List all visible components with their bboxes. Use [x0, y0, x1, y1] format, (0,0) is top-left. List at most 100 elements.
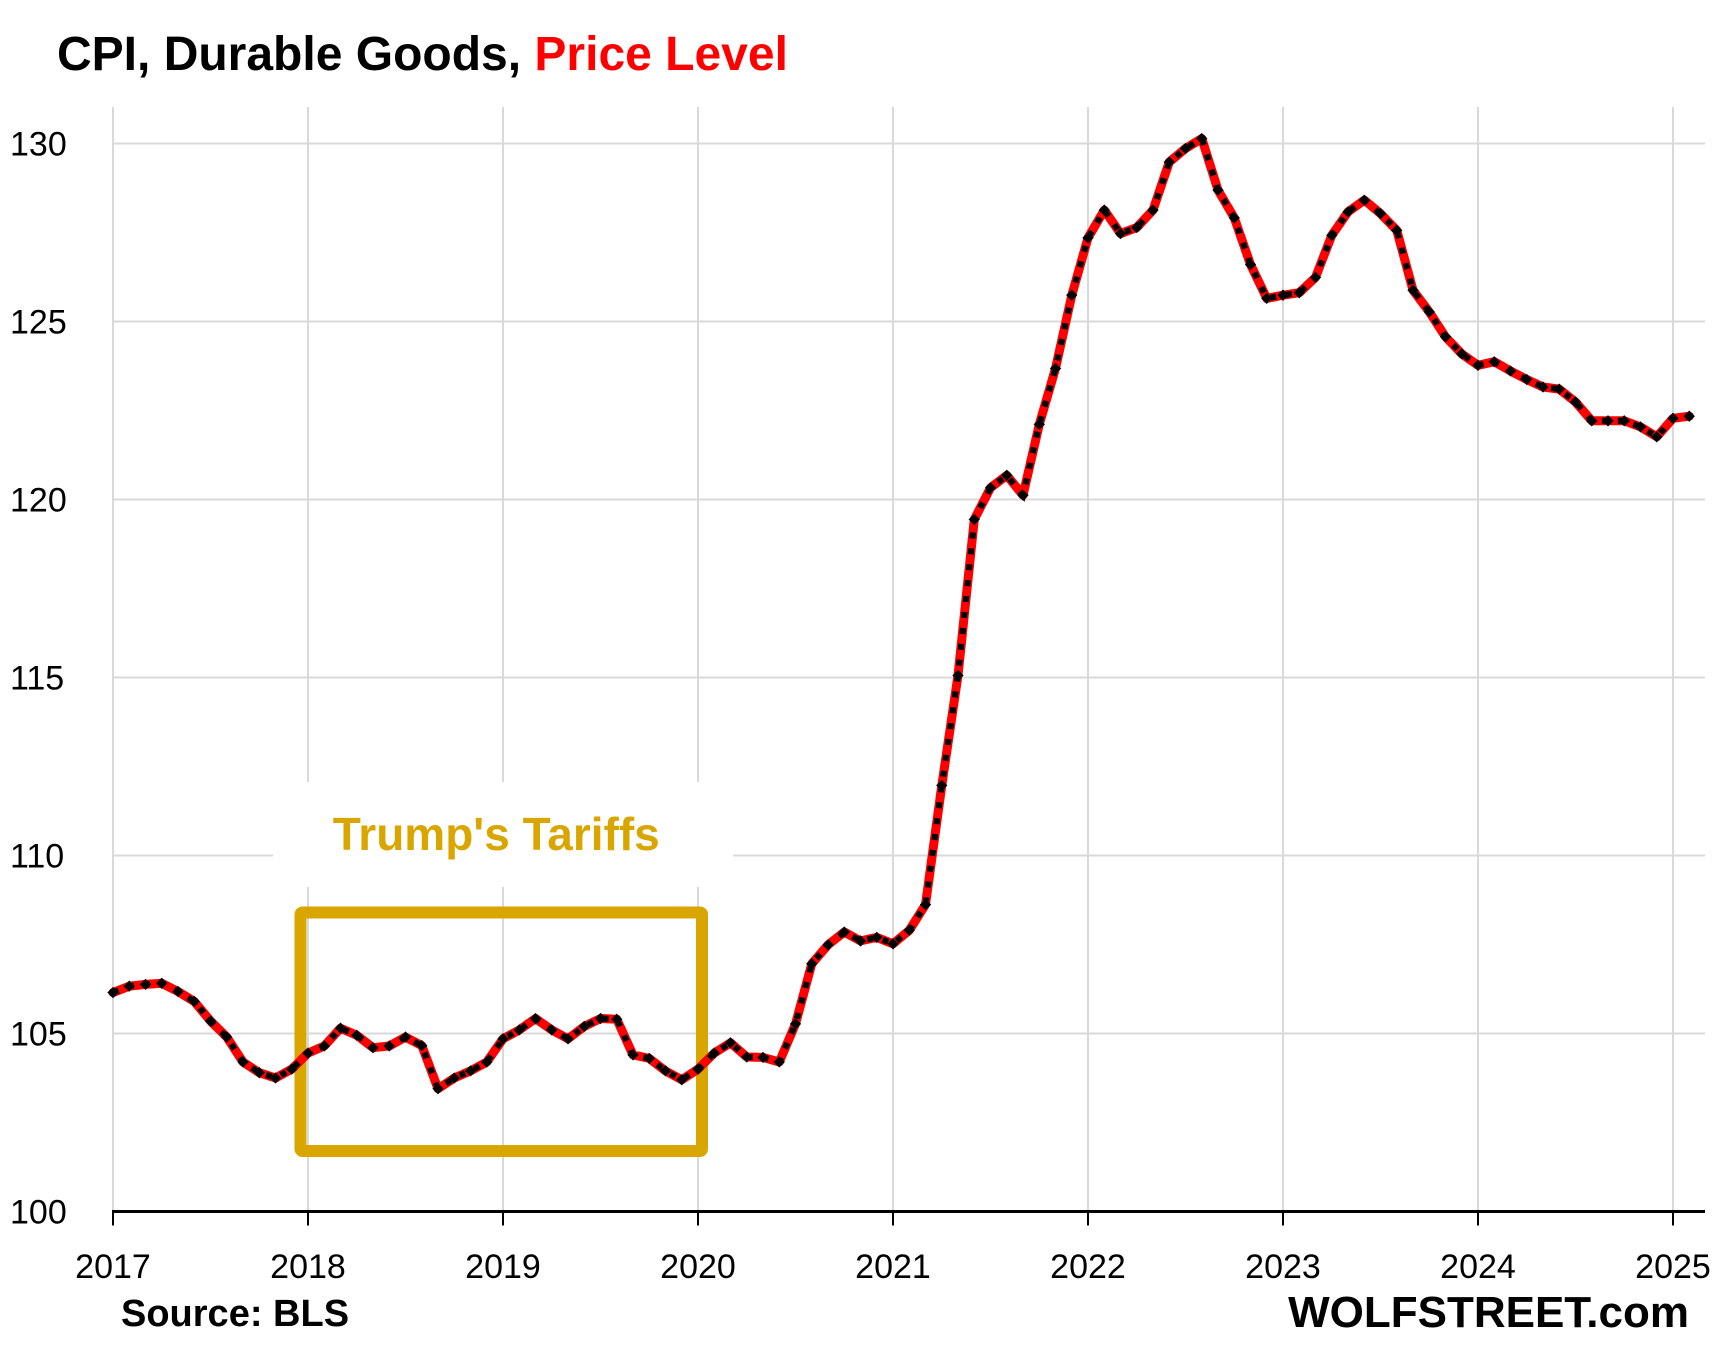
annotation-label: Trump's Tariffs	[333, 808, 660, 860]
data-point	[1179, 142, 1192, 155]
data-point	[464, 1065, 477, 1077]
data-point	[1098, 204, 1110, 216]
data-point	[1439, 331, 1452, 343]
data-point	[1456, 348, 1468, 360]
data-point	[627, 1049, 639, 1061]
x-tick-label: 2021	[855, 1248, 931, 1286]
data-point	[968, 513, 980, 526]
data-point	[367, 1042, 379, 1054]
data-point	[643, 1052, 655, 1065]
data-point	[919, 898, 932, 911]
data-point	[1504, 365, 1517, 377]
x-tick-label: 2025	[1635, 1248, 1711, 1286]
data-point	[578, 1020, 590, 1033]
data-point	[318, 1040, 330, 1052]
x-tick-label: 2023	[1245, 1248, 1321, 1286]
chart-title-highlight: Price Level	[534, 28, 788, 81]
data-point	[481, 1056, 493, 1068]
data-point	[1553, 383, 1565, 395]
data-point	[1131, 221, 1143, 234]
data-point	[1667, 412, 1679, 424]
data-point	[188, 995, 200, 1008]
chart-title-main: CPI, Durable Goods,	[57, 28, 534, 81]
data-point	[1309, 271, 1322, 284]
data-point	[562, 1033, 574, 1045]
y-tick-label: 130	[10, 126, 67, 164]
data-point	[1017, 489, 1029, 501]
x-tick-label: 2018	[270, 1248, 346, 1286]
data-point	[773, 1056, 785, 1068]
x-tick-label: 2019	[465, 1248, 541, 1286]
data-point	[984, 482, 997, 494]
x-tick-label: 2017	[75, 1248, 151, 1286]
data-point	[1196, 132, 1208, 145]
data-point	[724, 1037, 737, 1049]
data-point	[1277, 289, 1289, 301]
data-point	[1147, 204, 1159, 216]
data-point	[334, 1022, 347, 1034]
data-point	[497, 1033, 509, 1045]
data-point	[237, 1056, 249, 1068]
data-point	[1293, 287, 1305, 299]
data-point	[1521, 373, 1533, 386]
data-point	[1326, 229, 1338, 242]
y-tick-label: 110	[10, 838, 64, 876]
annotation-box	[294, 906, 708, 1157]
data-point	[1423, 306, 1435, 318]
x-axis: 2017 2018 2019 2020 2021 2022 2023 2024 2025	[75, 1210, 1711, 1286]
data-point	[692, 1063, 704, 1075]
y-tick-label: 125	[10, 304, 67, 342]
data-point	[887, 938, 899, 950]
annotation-label-background	[273, 782, 733, 887]
data-point	[594, 1012, 607, 1025]
data-point	[399, 1031, 412, 1043]
x-tick-label: 2024	[1440, 1248, 1516, 1286]
x-tick-label: 2020	[660, 1248, 736, 1286]
y-tick-label: 115	[10, 660, 64, 698]
data-point	[1391, 224, 1403, 237]
data-point	[1163, 156, 1175, 168]
data-point	[448, 1072, 460, 1084]
y-tick-label: 105	[10, 1016, 67, 1054]
data-point	[1342, 206, 1354, 218]
data-point	[416, 1039, 428, 1052]
data-point	[1114, 227, 1127, 240]
data-point	[1683, 410, 1695, 422]
data-point	[1261, 292, 1273, 305]
y-tick-label: 120	[10, 482, 67, 520]
data-point	[302, 1047, 314, 1059]
data-point	[1569, 396, 1582, 408]
data-point	[871, 931, 883, 944]
source-label: Source: BLS	[121, 1293, 349, 1335]
data-point	[269, 1072, 282, 1084]
data-point	[1228, 212, 1240, 224]
data-point	[351, 1029, 363, 1041]
data-point	[611, 1013, 623, 1025]
data-point	[1212, 184, 1224, 196]
data-point	[546, 1024, 558, 1036]
gridlines	[112, 107, 1705, 1212]
data-point	[854, 935, 867, 947]
data-point	[708, 1047, 720, 1059]
data-point	[903, 924, 915, 936]
series-line-dots	[111, 133, 1690, 1094]
data-point	[1586, 415, 1598, 427]
data-point	[1033, 418, 1045, 431]
data-point	[1537, 381, 1549, 393]
data-point	[1358, 194, 1370, 206]
data-point	[1618, 415, 1630, 427]
y-tick-label: 100	[10, 1194, 67, 1232]
data-point	[1488, 356, 1500, 368]
data-point	[1001, 469, 1013, 481]
x-tick-label: 2022	[1050, 1248, 1126, 1286]
data-point	[952, 669, 964, 682]
data-point	[1244, 258, 1257, 271]
data-point	[1049, 362, 1062, 375]
data-point	[936, 779, 948, 792]
data-point	[383, 1040, 395, 1052]
data-point	[432, 1083, 444, 1095]
data-point	[806, 958, 818, 970]
chart-title: CPI, Durable Goods, Price Level	[57, 28, 788, 81]
